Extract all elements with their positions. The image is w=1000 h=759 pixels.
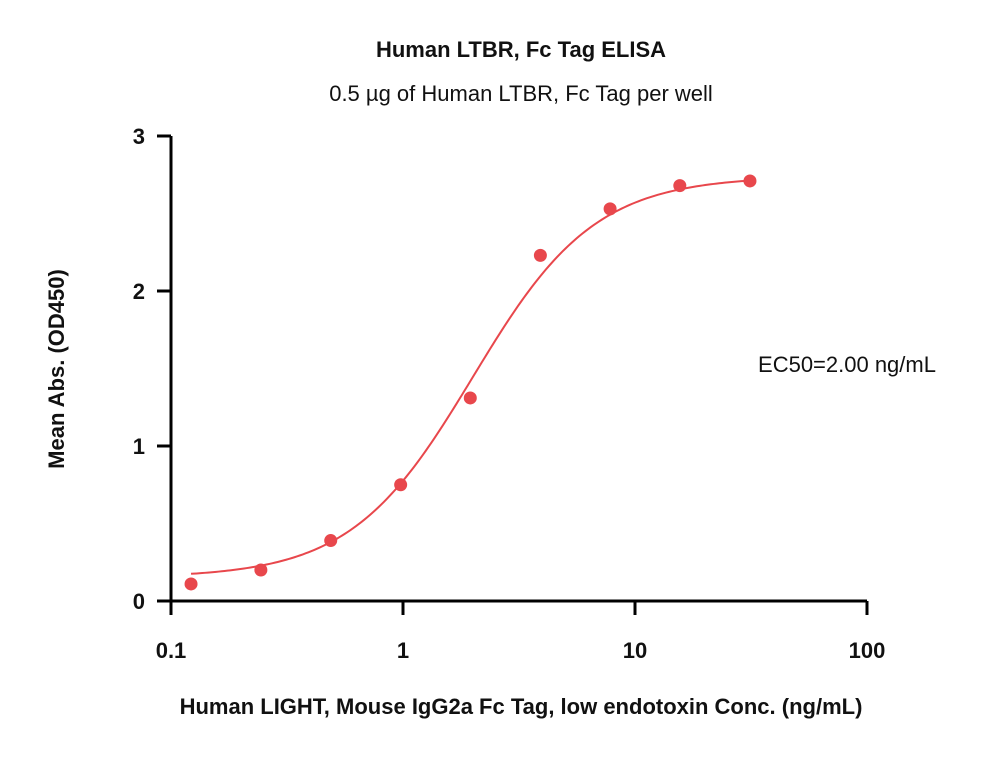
data-point — [603, 202, 617, 216]
data-point — [324, 534, 338, 548]
chart-title: Human LTBR, Fc Tag ELISA — [376, 37, 666, 62]
x-tick-label: 0.1 — [156, 638, 187, 663]
y-tick-label: 0 — [133, 589, 145, 614]
y-tick-label: 3 — [133, 124, 145, 149]
x-axis: 0.1 1 10 100 — [156, 599, 886, 663]
data-point — [533, 248, 547, 262]
ec50-annotation: EC50=2.00 ng/mL — [758, 352, 936, 377]
chart-subtitle: 0.5 µg of Human LTBR, Fc Tag per well — [329, 81, 713, 106]
x-tick-label: 100 — [849, 638, 886, 663]
data-point — [463, 391, 477, 405]
y-ticks: 0 1 2 3 — [133, 124, 171, 614]
y-tick-label: 2 — [133, 279, 145, 304]
data-point — [743, 174, 757, 188]
y-axis-title: Mean Abs. (OD450) — [44, 269, 69, 469]
fit-curve — [190, 179, 751, 575]
x-axis-title: Human LIGHT, Mouse IgG2a Fc Tag, low end… — [180, 694, 863, 719]
data-points — [184, 174, 757, 591]
data-point — [394, 478, 408, 492]
data-point — [673, 179, 687, 193]
y-axis: 0 1 2 3 — [133, 124, 173, 614]
x-tick-label: 10 — [623, 638, 647, 663]
y-tick-label: 1 — [133, 434, 145, 459]
data-point — [184, 577, 198, 591]
data-point — [254, 563, 268, 577]
x-tick-label: 1 — [397, 638, 409, 663]
x-ticks: 0.1 1 10 100 — [156, 601, 886, 663]
